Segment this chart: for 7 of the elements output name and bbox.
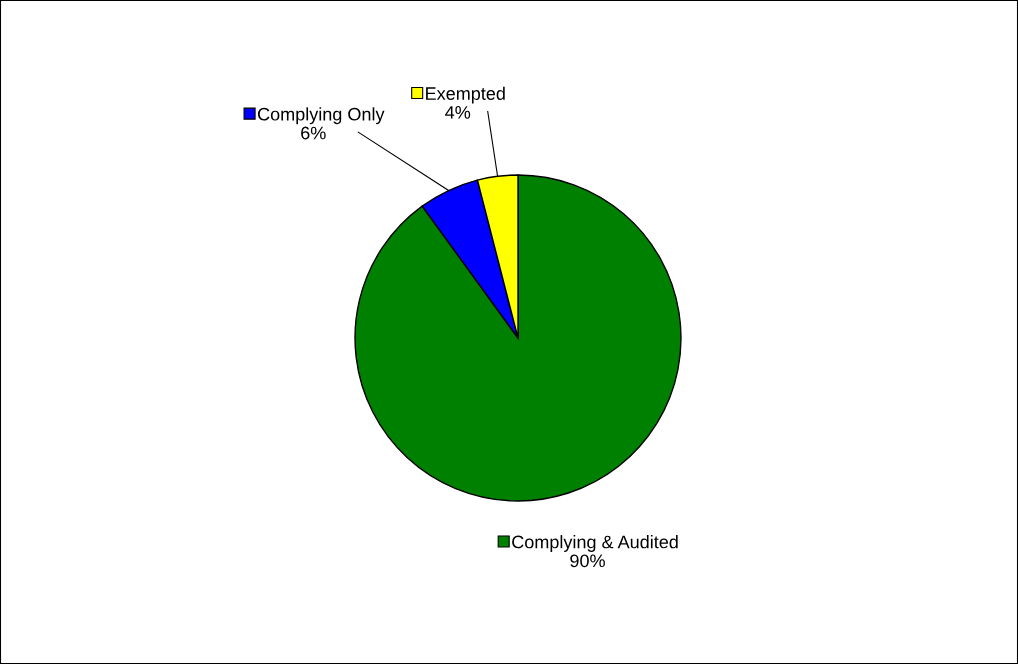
data-label: 4% (445, 106, 471, 119)
legend-label: Complying Only (257, 107, 385, 125)
data-label: 6% (301, 126, 326, 140)
data-label: 90% (570, 554, 605, 568)
legend-label: Complying & Audited (512, 535, 678, 552)
pie-slice (354, 174, 682, 502)
legend-label: Exempted (426, 86, 505, 104)
